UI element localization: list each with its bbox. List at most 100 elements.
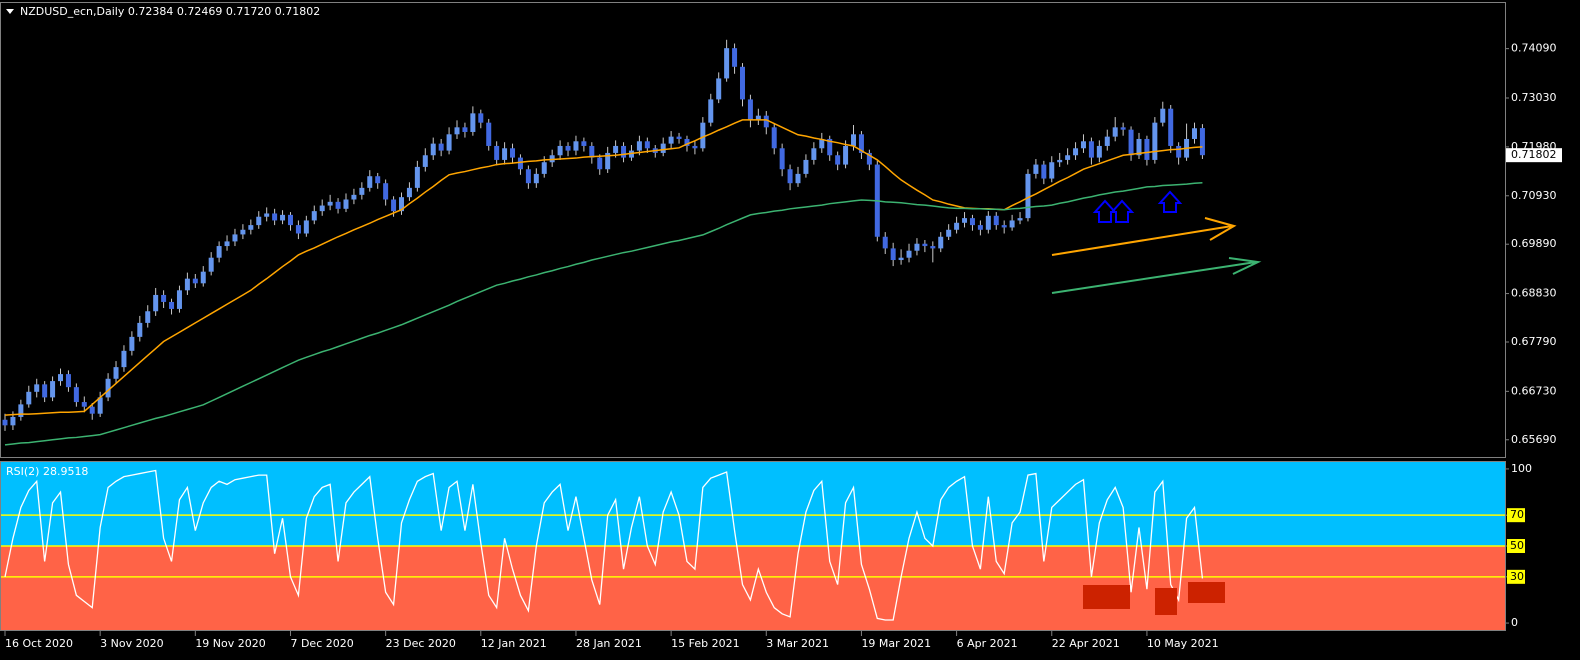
x-tick-label: 28 Jan 2021 xyxy=(576,637,642,650)
candle-body xyxy=(216,246,222,258)
candle-body xyxy=(1192,128,1197,139)
y-tick-label: 30 xyxy=(1510,570,1524,583)
candle-body xyxy=(803,159,809,174)
candle-body xyxy=(406,187,412,198)
candle-body xyxy=(335,201,341,209)
x-tick-label: 19 Nov 2020 xyxy=(195,637,265,650)
candle-body xyxy=(50,381,56,398)
level-label-box xyxy=(1507,508,1525,523)
candle-body xyxy=(985,215,991,230)
candle-body xyxy=(993,215,999,226)
candle-body xyxy=(692,145,698,149)
candle-body xyxy=(954,222,960,230)
candle-body xyxy=(1120,127,1126,130)
x-tick-label: 15 Feb 2021 xyxy=(671,637,739,650)
candle-body xyxy=(636,141,642,151)
rsi-line xyxy=(4,469,1204,621)
candle-body xyxy=(311,211,317,221)
candle-body xyxy=(1176,145,1182,158)
candle-body xyxy=(597,157,603,170)
candle-body xyxy=(494,145,500,160)
candle-body xyxy=(232,234,238,242)
candle-body xyxy=(668,136,674,144)
candle-body xyxy=(1057,159,1063,163)
candle-body xyxy=(145,311,151,323)
overlay-layer: 0.71802 30 50 70 xyxy=(4,148,1562,621)
moving-average-line xyxy=(4,181,1203,446)
candle-body xyxy=(684,138,690,146)
candle-body xyxy=(18,404,24,417)
y-tick-label: 0.69890 xyxy=(1511,237,1557,250)
up-arrow xyxy=(1092,199,1118,223)
candle-body xyxy=(351,194,357,200)
candle-body xyxy=(1128,129,1134,156)
candle-body xyxy=(1080,141,1086,149)
annotations xyxy=(1051,190,1262,294)
candle-body xyxy=(105,378,111,398)
candle-body xyxy=(739,66,745,100)
candle-body xyxy=(835,155,841,165)
candle-body xyxy=(1112,127,1118,137)
candle-body xyxy=(1199,128,1205,156)
candle-body xyxy=(1104,136,1110,146)
y-tick-label: 0 xyxy=(1511,616,1518,629)
candle-body xyxy=(287,214,293,226)
candle-body xyxy=(755,115,761,121)
candle-body xyxy=(176,290,182,309)
candle-body xyxy=(343,199,349,209)
orange-trend-arrow xyxy=(1051,217,1237,256)
candle-body xyxy=(747,99,753,121)
candle-body xyxy=(1065,155,1071,160)
candle-body xyxy=(724,48,730,79)
candle-body xyxy=(1041,164,1047,179)
highlight-box xyxy=(1155,588,1177,615)
last-price-label: 0.71802 xyxy=(1511,148,1557,161)
candle-body xyxy=(383,183,389,200)
candle-body xyxy=(34,384,40,392)
candle-body xyxy=(1136,138,1142,156)
y-tick-label: 70 xyxy=(1510,508,1524,521)
candle-body xyxy=(1152,122,1158,160)
candle-body xyxy=(1017,218,1023,221)
candle-body xyxy=(58,374,64,382)
highlight-box xyxy=(1188,582,1225,603)
candle-body xyxy=(97,397,103,414)
x-tick-label: 22 Apr 2021 xyxy=(1052,637,1120,650)
candle-body xyxy=(827,138,833,156)
candle-body xyxy=(422,155,428,167)
candle-body xyxy=(716,78,722,100)
candle-body xyxy=(486,122,492,146)
title-triangle xyxy=(6,9,14,14)
y-tick-label: 0.67790 xyxy=(1511,335,1557,348)
candle-body xyxy=(613,145,619,153)
candle-body xyxy=(454,127,460,135)
candle-body xyxy=(732,48,738,67)
candle-body xyxy=(391,199,397,212)
candle-body xyxy=(303,220,309,234)
candle-body xyxy=(922,243,928,247)
candle-body xyxy=(430,143,436,156)
candle-body xyxy=(708,99,714,123)
candle-body xyxy=(557,145,563,156)
candle-body xyxy=(367,176,373,188)
rsi-title: RSI(2) 28.9518 xyxy=(6,465,88,478)
candle-body xyxy=(169,301,175,309)
candle-body xyxy=(589,145,595,158)
candle-body xyxy=(462,127,468,132)
y-tick-label: 0.74090 xyxy=(1511,42,1557,55)
candle-body xyxy=(1160,108,1166,123)
candle-body xyxy=(517,157,523,170)
candle-body xyxy=(898,257,904,261)
candle-body xyxy=(541,162,547,174)
candle-body xyxy=(280,214,286,221)
candle-body xyxy=(930,246,936,249)
candle-body xyxy=(533,173,539,184)
candle-body xyxy=(946,229,952,237)
candle-body xyxy=(10,416,16,426)
x-tick-label: 19 Mar 2021 xyxy=(861,637,931,650)
candle-body xyxy=(676,136,682,139)
candle-body xyxy=(129,336,135,351)
x-tick-label: 3 Nov 2020 xyxy=(100,637,163,650)
